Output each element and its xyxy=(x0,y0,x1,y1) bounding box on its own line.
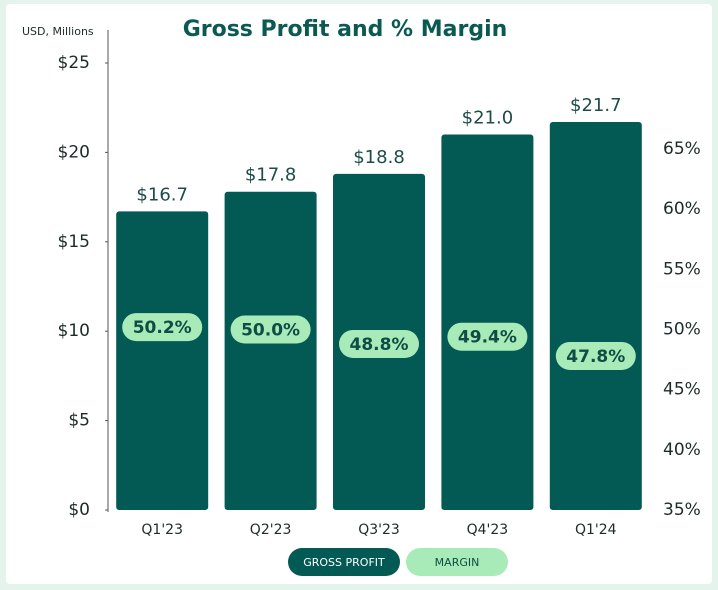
margin-label: 50.0% xyxy=(241,321,300,341)
margin-label: 50.2% xyxy=(133,318,192,338)
y-tick-label: $25 xyxy=(58,53,90,73)
legend-swatch xyxy=(406,548,508,576)
y2-tick-label: 40% xyxy=(663,440,701,460)
margin-label: 47.8% xyxy=(566,347,625,367)
value-label: $18.8 xyxy=(353,147,405,168)
y2-tick-label: 65% xyxy=(663,139,701,159)
x-tick-label: Q1'23 xyxy=(141,522,183,538)
bar xyxy=(116,211,209,511)
x-tick-label: Q1'24 xyxy=(575,522,617,538)
margin-pill xyxy=(555,341,636,370)
value-label: $21.0 xyxy=(462,108,514,129)
y-tick-label: $20 xyxy=(58,142,90,162)
chart-title: Gross Profit and % Margin xyxy=(183,17,508,42)
bar xyxy=(441,134,534,510)
value-label: $21.7 xyxy=(570,95,622,116)
y-tick-label: $0 xyxy=(68,500,90,520)
margin-pill xyxy=(230,315,311,344)
margin-pill xyxy=(122,313,203,342)
margin-label: 48.8% xyxy=(350,335,409,355)
bar xyxy=(224,191,317,510)
y-tick-label: $10 xyxy=(58,321,90,341)
legend-label: MARGIN xyxy=(435,556,480,569)
x-tick-label: Q2'23 xyxy=(250,522,292,538)
margin-pill xyxy=(339,329,419,358)
y-tick-label: $15 xyxy=(58,232,90,252)
x-tick-label: Q3'23 xyxy=(358,522,400,538)
y2-tick-label: 60% xyxy=(663,199,701,219)
y-axis-label: USD, Millions xyxy=(22,25,94,38)
y2-tick-label: 55% xyxy=(663,259,701,279)
y-tick-label: $5 xyxy=(68,411,90,431)
legend-label: GROSS PROFIT xyxy=(303,556,385,569)
legend-swatch xyxy=(288,548,400,576)
x-tick-label: Q4'23 xyxy=(467,522,509,538)
margin-pill xyxy=(447,322,528,351)
y2-tick-label: 50% xyxy=(663,320,701,340)
bar xyxy=(549,122,642,510)
y2-tick-label: 35% xyxy=(663,500,701,520)
value-label: $17.8 xyxy=(245,165,297,186)
y2-tick-label: 45% xyxy=(663,380,701,400)
value-label: $16.7 xyxy=(136,184,188,205)
margin-label: 49.4% xyxy=(458,328,517,348)
